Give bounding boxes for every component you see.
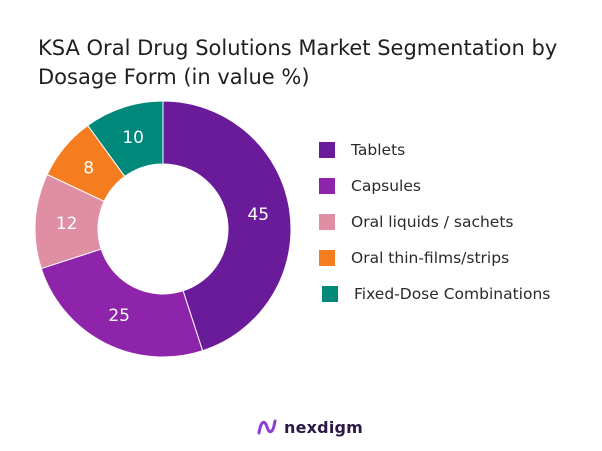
data-label: 45 bbox=[247, 205, 269, 225]
legend-item: Oral liquids / sachets bbox=[319, 213, 514, 231]
nexdigm-logo-icon bbox=[257, 419, 277, 435]
legend-swatch bbox=[322, 286, 338, 302]
data-label: 25 bbox=[108, 306, 130, 326]
legend-label: Tablets bbox=[351, 141, 406, 159]
legend-item: Capsules bbox=[319, 177, 421, 195]
data-label: 12 bbox=[56, 214, 78, 234]
legend-item: Oral thin-films/strips bbox=[319, 249, 509, 267]
chart-title: KSA Oral Drug Solutions Market Segmentat… bbox=[38, 36, 558, 89]
legend-swatch bbox=[319, 178, 335, 194]
legend-item: Tablets bbox=[319, 141, 405, 159]
data-label: 8 bbox=[83, 158, 94, 178]
slice-capsules bbox=[40, 248, 204, 358]
logo-text: nexdigm bbox=[284, 417, 364, 437]
legend-item: Fixed-Dose Combinations bbox=[322, 285, 550, 303]
legend-label: Oral liquids / sachets bbox=[351, 213, 514, 231]
legend-label: Oral thin-films/strips bbox=[351, 249, 510, 267]
legend-label: Fixed-Dose Combinations bbox=[354, 285, 551, 303]
slice-tablets bbox=[162, 100, 292, 352]
legend-label: Capsules bbox=[351, 177, 421, 195]
legend-swatch bbox=[319, 142, 335, 158]
legend-swatch bbox=[319, 250, 335, 266]
slice-fixed-dose-combinations bbox=[87, 100, 164, 178]
data-label: 10 bbox=[122, 128, 144, 148]
legend-swatch bbox=[319, 214, 335, 230]
nexdigm-logo: nexdigm bbox=[256, 416, 363, 438]
